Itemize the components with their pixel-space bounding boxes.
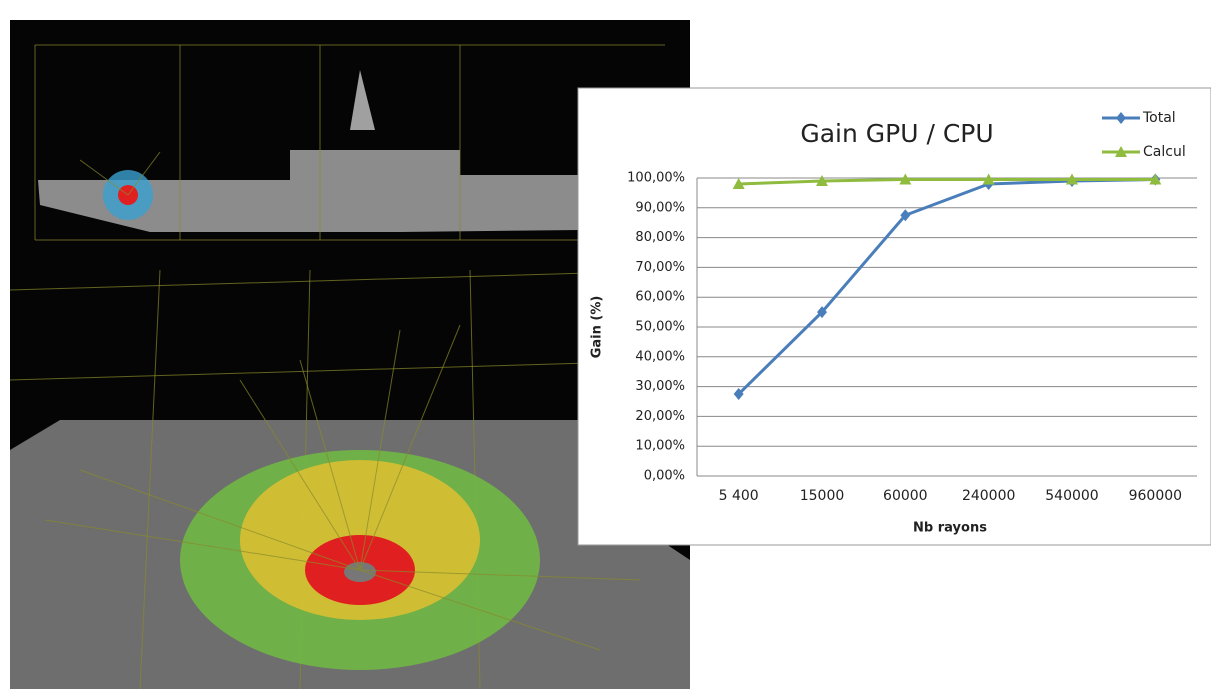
y-tick-label: 20,00% xyxy=(635,409,685,424)
legend-label: Calcul xyxy=(1143,144,1186,160)
x-tick-label: 15000 xyxy=(800,488,845,504)
y-tick-label: 80,00% xyxy=(635,230,685,245)
x-axis-label: Nb rayons xyxy=(913,521,987,536)
y-tick-label: 40,00% xyxy=(635,349,685,364)
y-tick-label: 90,00% xyxy=(635,200,685,215)
y-tick-label: 10,00% xyxy=(635,439,685,454)
y-tick-label: 0,00% xyxy=(644,469,685,484)
x-tick-label: 960000 xyxy=(1129,488,1182,504)
y-axis-label: Gain (%) xyxy=(590,296,605,359)
x-tick-label: 5 400 xyxy=(719,488,759,504)
y-tick-label: 30,00% xyxy=(635,379,685,394)
x-tick-label: 60000 xyxy=(883,488,928,504)
x-tick-label: 540000 xyxy=(1045,488,1098,504)
y-tick-label: 50,00% xyxy=(635,320,685,335)
page: Gain GPU / CPU Nb rayons Gain (%) 0,00% 1… xyxy=(0,0,1211,689)
ray-source xyxy=(344,562,376,582)
legend-label: Total xyxy=(1142,110,1176,126)
y-tick-label: 100,00% xyxy=(627,171,685,186)
chart-title: Gain GPU / CPU xyxy=(800,119,993,148)
x-tick-label: 240000 xyxy=(962,488,1015,504)
y-tick-label: 70,00% xyxy=(635,260,685,275)
y-tick-label: 60,00% xyxy=(635,290,685,305)
